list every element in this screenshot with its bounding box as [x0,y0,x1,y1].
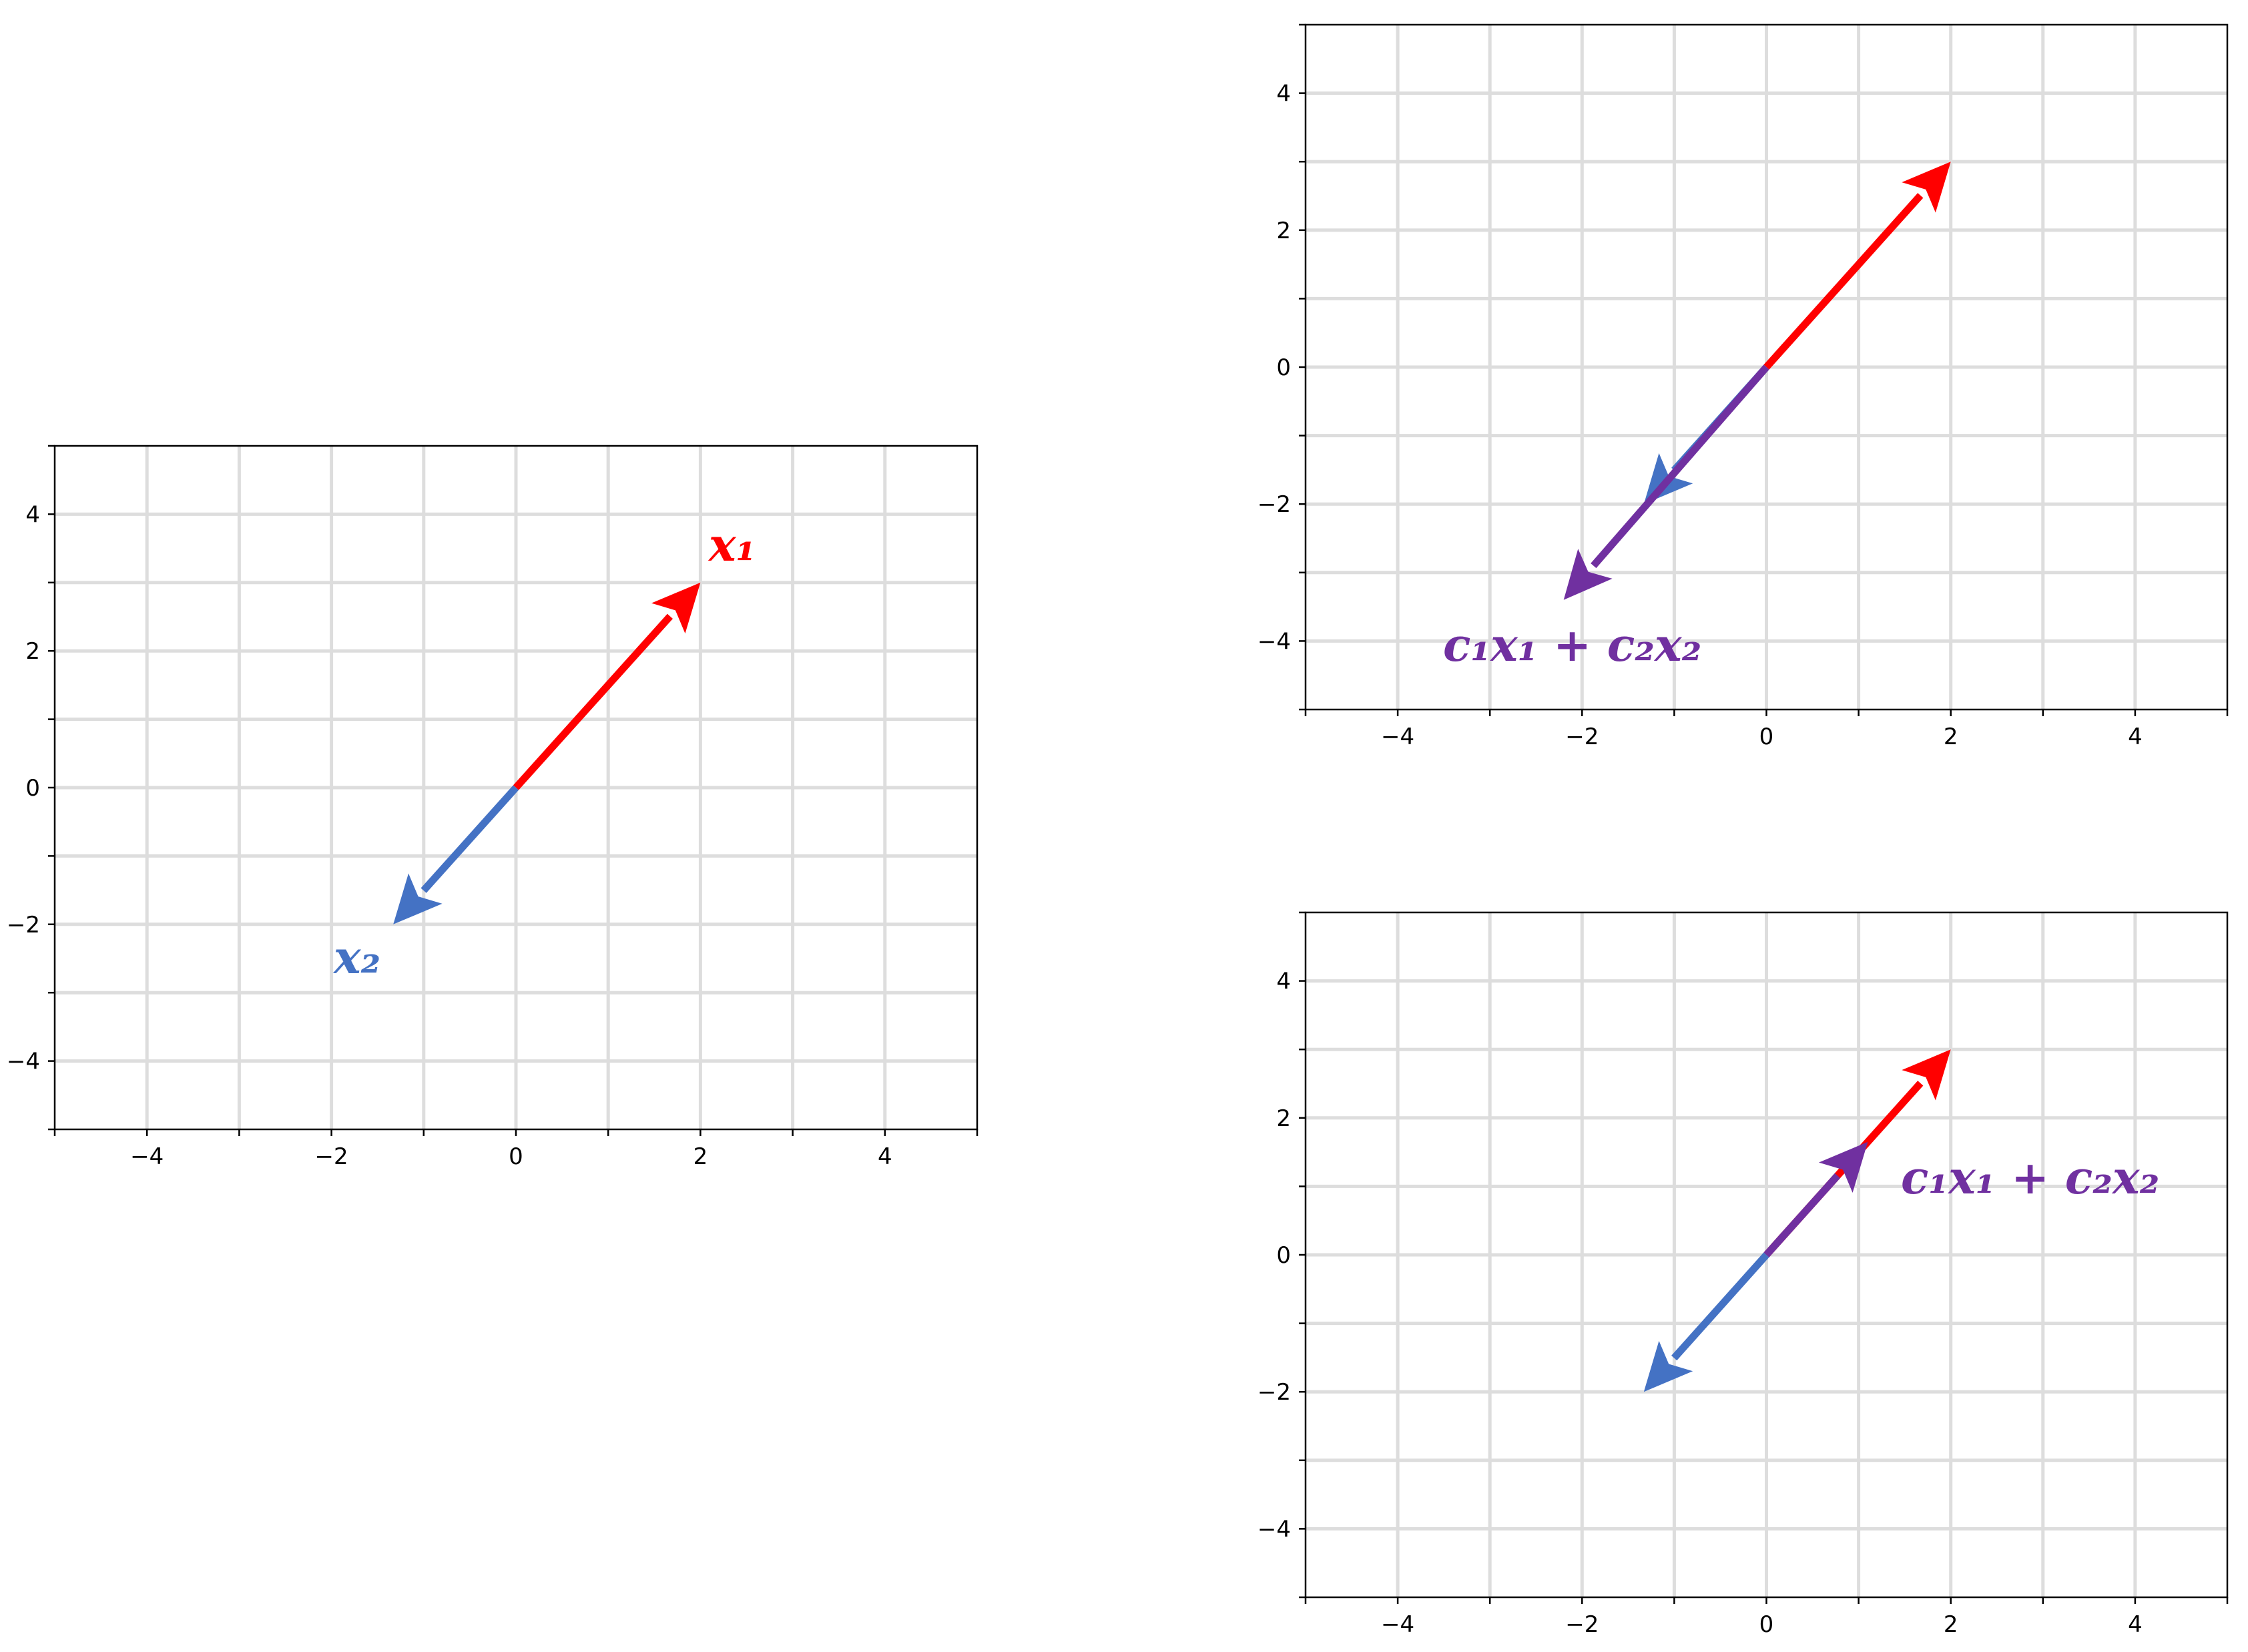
y-tick-label: 4 [25,501,40,528]
y-tick-label: −4 [7,1049,40,1075]
y-tick-label: 0 [1276,1242,1291,1269]
x-tick-label: 4 [2128,724,2143,750]
grid [1306,912,2227,1597]
vector-x2-head [393,873,443,924]
vector-plot-2: −4 −2 0 2 4 4 2 0 −2 −4 c₁x₁ + c₂x₂ [1257,23,2229,750]
vector-x1-head [1902,162,1951,213]
y-tick-label: −2 [7,912,40,938]
y-tick-label: 4 [1276,969,1291,995]
x-tick-label: 2 [1944,1611,1958,1638]
vector-x2-head [1643,1340,1693,1392]
vector-x1 [513,582,701,790]
x-tick-label: −4 [1381,1611,1414,1638]
vector-combination-head [1819,1141,1868,1193]
vector-x2-label: x₂ [332,931,380,985]
x-tick-label: 2 [693,1143,708,1170]
vector-x1-shaft [1763,193,1924,370]
vector-x2-shaft [1671,1252,1769,1361]
y-tick-label: −2 [1257,1379,1291,1406]
vector-x2-shaft [420,785,519,893]
vector-combination-shaft [1591,364,1769,569]
y-tick-label: 4 [1276,81,1291,107]
x-tick-label: 2 [1944,724,1958,750]
x-tick-label: −4 [1381,724,1414,750]
x-tick-label: −2 [1565,1611,1599,1638]
y-tick-label: 2 [1276,218,1291,244]
vector-x1-shaft [513,613,673,790]
vector-combination-label: c₁x₁ + c₂x₂ [1901,1151,2159,1205]
vector-combination [1563,364,1769,600]
vector-combination [1763,1141,1868,1258]
y-tick-label: 2 [25,638,40,665]
x-tick-label: 0 [509,1143,523,1170]
x-tick-label: 0 [1759,724,1774,750]
y-tick-label: 2 [1276,1105,1291,1132]
vector-x1-label: x₁ [708,519,756,572]
x-tick-label: −2 [315,1143,348,1170]
vector-combination-shaft [1763,1173,1841,1258]
vector-plot-1: −4 −2 0 2 4 4 2 0 −2 −4 x₁ x₂ [7,445,978,1170]
grid [1306,25,2227,710]
vector-combination-head [1563,549,1613,600]
vector-x1-head [651,582,701,634]
y-tick-label: −4 [1257,628,1291,655]
vector-x1 [1763,162,1951,370]
y-tick-label: −4 [1257,1516,1291,1543]
x-tick-label: 4 [878,1143,892,1170]
y-tick-label: −2 [1257,491,1291,518]
y-tick-label: 0 [25,775,40,802]
vector-combination-label: c₁x₁ + c₂x₂ [1443,619,1701,672]
y-tick-label: 0 [1276,354,1291,381]
x-tick-label: −2 [1565,724,1599,750]
x-tick-label: −4 [130,1143,164,1170]
x-tick-label: 0 [1759,1611,1774,1638]
vector-x1-head [1902,1049,1951,1101]
vector-x2 [393,785,519,924]
vector-x2 [1643,1252,1769,1392]
x-tick-label: 4 [2128,1611,2143,1638]
vector-plot-3: −4 −2 0 2 4 4 2 0 −2 −4 c₁x₁ + c₂x₂ [1257,911,2229,1638]
